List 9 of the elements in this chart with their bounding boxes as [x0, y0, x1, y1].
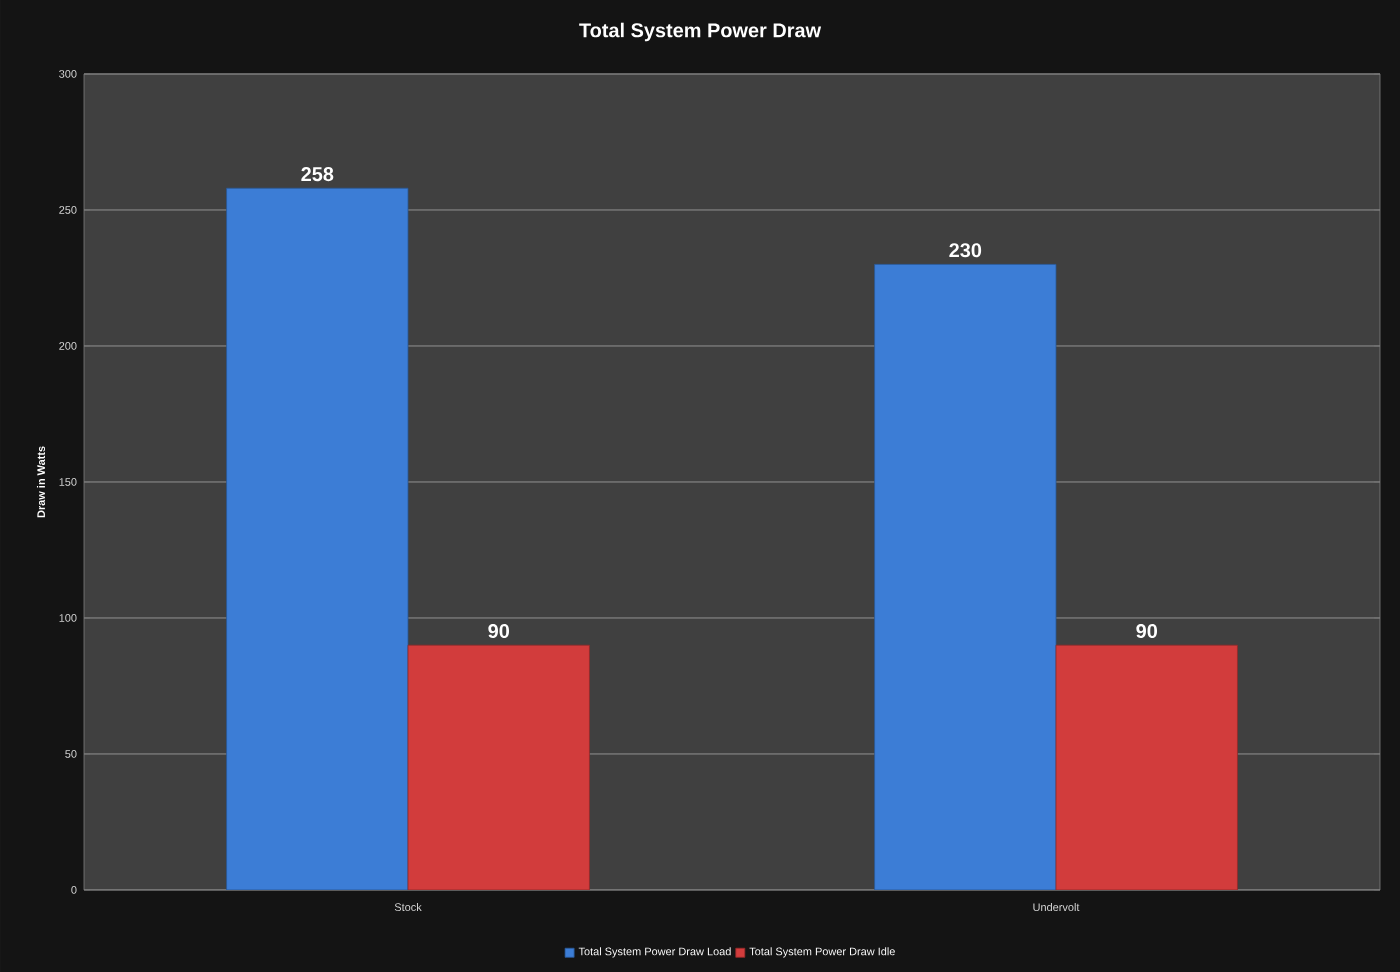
data-label: 230: [949, 243, 982, 258]
bar: [874, 263, 1057, 890]
data-label: 258: [301, 167, 334, 182]
bar: [226, 187, 409, 890]
chart-title: Total System Power Draw: [579, 22, 822, 42]
bar: [407, 644, 590, 890]
data-label: 90: [1136, 624, 1158, 639]
data-label: 90: [488, 624, 510, 639]
bar: [1055, 644, 1238, 890]
